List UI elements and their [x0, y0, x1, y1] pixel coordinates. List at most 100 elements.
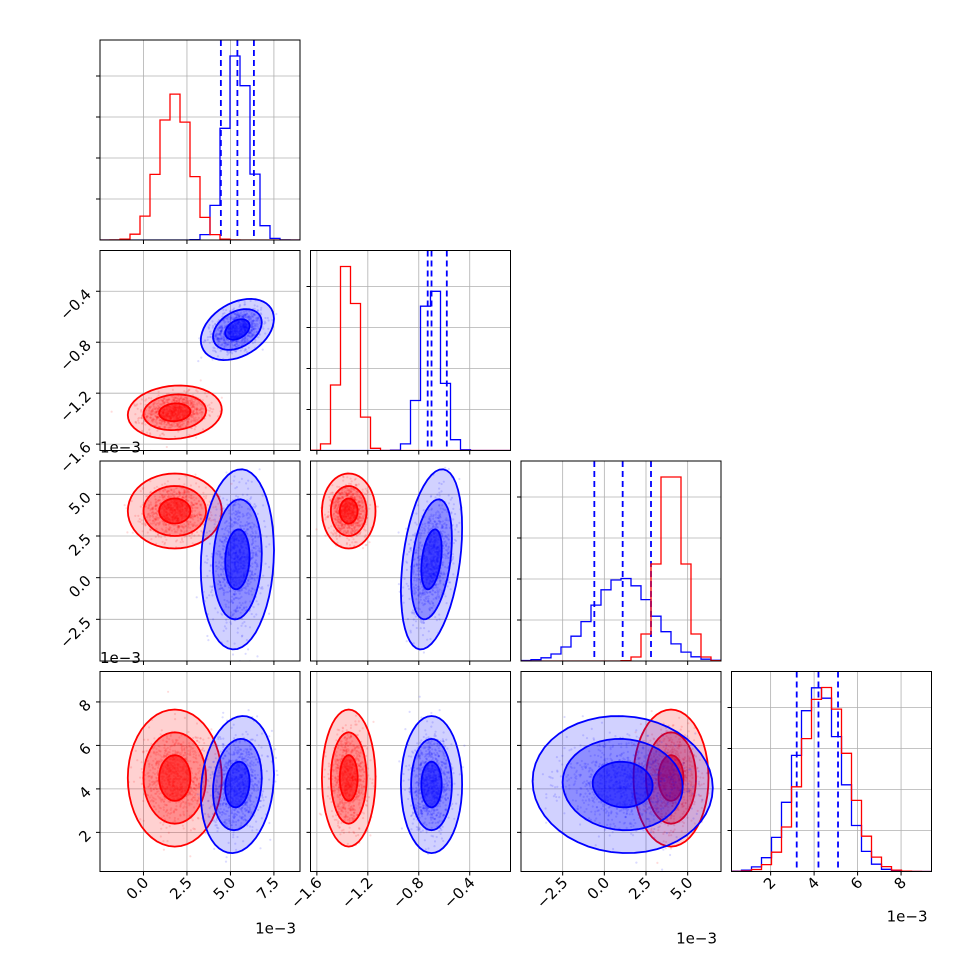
scatter-point: [187, 491, 190, 494]
scatter-point: [183, 401, 186, 404]
scatter-point: [234, 510, 237, 513]
scatter-point: [237, 518, 241, 521]
scatter-point: [191, 523, 195, 526]
scatter-point: [155, 518, 158, 521]
scatter-point: [158, 490, 161, 493]
scatter-point: [250, 326, 253, 329]
scatter-point: [162, 490, 165, 493]
scatter-point: [205, 554, 208, 558]
scatter-point: [156, 413, 159, 416]
scatter-point: [223, 598, 226, 602]
scatter-point: [345, 543, 348, 546]
scatter-point: [361, 510, 364, 513]
scatter-point: [245, 313, 248, 316]
scatter-point: [247, 579, 250, 583]
scatter-point: [195, 502, 198, 505]
scatter-point: [190, 399, 193, 402]
scatter-point: [244, 601, 247, 604]
scatter-point: [162, 400, 165, 403]
scatter-point: [156, 408, 160, 411]
scatter-point: [189, 414, 192, 417]
scatter-point: [220, 540, 224, 543]
scatter-point: [171, 396, 174, 399]
scatter-point: [226, 343, 229, 346]
scatter-point: [253, 579, 256, 582]
scatter-point: [211, 410, 214, 413]
scatter-point: [251, 334, 254, 337]
scatter-point: [264, 562, 267, 565]
scatter-point: [233, 593, 236, 597]
scatter-point: [246, 493, 249, 496]
scatter-point: [182, 398, 185, 401]
scatter-point: [226, 353, 229, 356]
scatter-point: [151, 417, 155, 420]
scatter-point: [361, 506, 364, 509]
scatter-point: [148, 405, 151, 409]
scatter-point: [150, 538, 153, 541]
scatter-point: [199, 517, 202, 520]
scatter-point: [236, 605, 239, 608]
scatter-point: [154, 523, 158, 526]
scatter-point: [350, 532, 353, 535]
scatter-point: [141, 422, 144, 425]
contour-line: [142, 393, 208, 432]
scatter-point: [248, 513, 251, 516]
scatter-point: [255, 600, 258, 603]
scatter-point: [255, 318, 258, 321]
scatter-point: [154, 414, 157, 417]
scatter-point: [168, 528, 171, 531]
scatter-point: [338, 496, 341, 499]
scatter-point: [336, 497, 339, 501]
scatter-point: [250, 612, 253, 616]
scatter-point: [148, 409, 151, 412]
scatter-point: [242, 315, 245, 318]
scatter-point: [159, 419, 162, 422]
scatter-point: [233, 521, 236, 524]
scatter-point: [164, 523, 168, 527]
scatter-point: [185, 529, 188, 532]
scatter-point: [140, 398, 143, 401]
scatter-point: [238, 504, 241, 507]
scatter-point: [234, 520, 237, 524]
scatter-point: [211, 320, 214, 323]
scatter-point: [240, 341, 243, 344]
scatter-point: [246, 517, 249, 520]
scatter-point: [218, 333, 221, 336]
scatter-point: [224, 584, 227, 588]
scatter-point: [219, 329, 223, 332]
scatter-point: [153, 495, 156, 498]
scatter-point: [356, 524, 359, 527]
scatter-point: [221, 337, 224, 340]
scatter-point: [250, 328, 253, 331]
scatter-point: [172, 494, 175, 497]
scatter-point: [144, 411, 147, 414]
scatter-point: [158, 406, 161, 409]
scatter-point: [150, 397, 153, 400]
scatter-point: [176, 524, 179, 527]
scatter-point: [235, 596, 238, 599]
scatter-point: [193, 400, 196, 403]
scatter-point: [336, 497, 339, 500]
scatter-point: [227, 352, 230, 355]
scatter-point: [221, 312, 225, 315]
scatter-point: [180, 538, 184, 541]
scatter-point: [239, 341, 242, 344]
scatter-point: [193, 407, 197, 410]
scatter-point: [231, 340, 234, 343]
scatter-point: [355, 493, 358, 496]
scatter-point: [142, 486, 145, 489]
scatter-point: [234, 345, 238, 349]
scatter-point: [242, 586, 245, 590]
scatter-point: [231, 344, 235, 347]
scatter-point: [256, 305, 259, 308]
scatter-point: [149, 522, 152, 525]
scatter-point: [238, 305, 241, 308]
scatter-point: [202, 341, 205, 344]
scatter-point: [251, 562, 254, 565]
scatter-point: [254, 535, 257, 539]
scatter-point: [176, 397, 179, 401]
scatter-point: [250, 573, 253, 576]
scatter-point: [336, 511, 339, 515]
scatter-point: [205, 494, 208, 498]
scatter-point: [227, 341, 230, 344]
